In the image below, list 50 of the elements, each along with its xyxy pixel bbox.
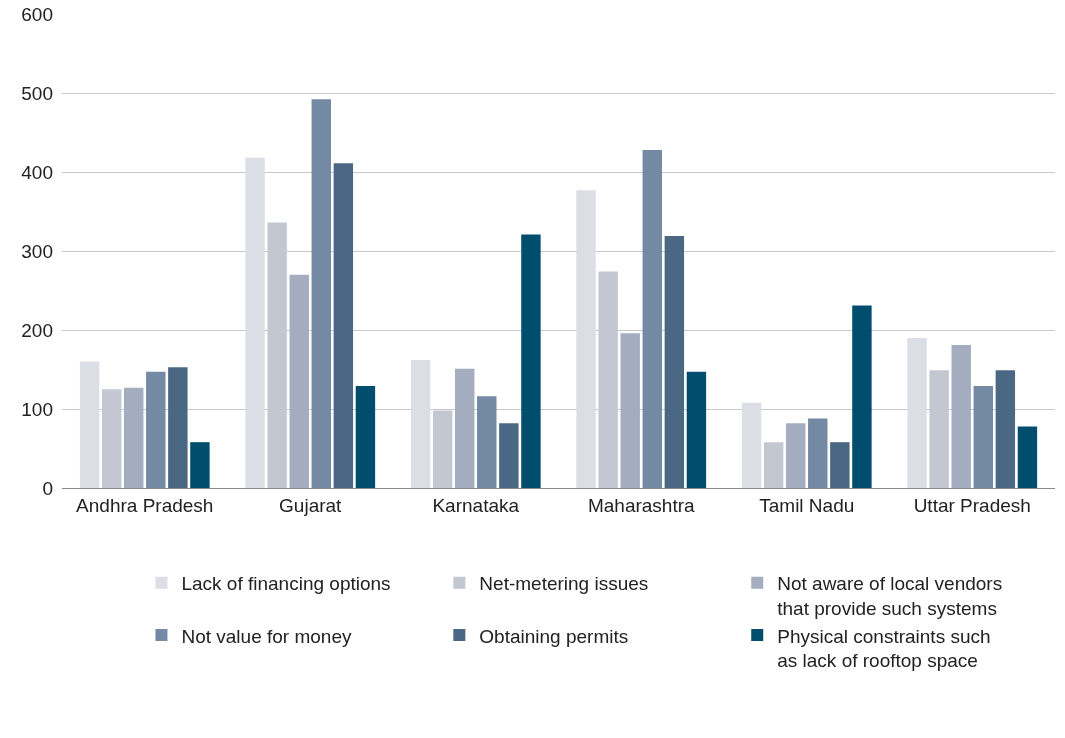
- bar: [664, 235, 685, 488]
- bar: [124, 387, 144, 488]
- bar: [333, 163, 354, 488]
- bar: [741, 402, 762, 488]
- bar: [951, 345, 971, 488]
- bar: [576, 190, 596, 488]
- bar: [499, 423, 519, 488]
- bar: [289, 274, 309, 488]
- bar: [1017, 426, 1038, 488]
- bar: [410, 360, 431, 488]
- legend-label: Physical constraints such as lack of rooftop space: [777, 625, 991, 672]
- bar: [311, 99, 331, 488]
- bar: [521, 234, 541, 488]
- bar: [168, 367, 188, 488]
- y-tick-label: 300: [21, 240, 53, 262]
- legend-label: Net-metering issues: [479, 573, 649, 595]
- bar: [477, 396, 497, 488]
- x-tick-label: Tamil Nadu: [759, 494, 855, 516]
- bar: [190, 442, 210, 488]
- bar: [146, 371, 166, 488]
- bar: [79, 361, 100, 488]
- legend-label: Not value for money: [181, 625, 352, 647]
- x-tick-label: Gujarat: [279, 494, 343, 516]
- legend-label: Not aware of local vendors that provide such systems: [777, 573, 1003, 619]
- y-tick-label: 500: [21, 82, 53, 104]
- x-tick-label: Maharashtra: [587, 494, 696, 516]
- x-tick-label: Karnataka: [432, 494, 520, 516]
- bar: [355, 386, 376, 488]
- x-tick-label: Andhra Pradesh: [76, 494, 214, 516]
- y-tick-label: 100: [21, 398, 53, 420]
- bar: [786, 423, 806, 488]
- x-tick-label: Uttar Pradesh: [913, 494, 1031, 516]
- legend-label: Lack of financing options: [181, 573, 391, 595]
- bar: [852, 305, 872, 488]
- bar: [973, 386, 993, 488]
- bar: [907, 337, 927, 488]
- bar: [830, 442, 850, 488]
- bar: [763, 442, 784, 488]
- legend-label: Obtaining permits: [479, 625, 629, 647]
- y-tick-label: 400: [21, 161, 53, 183]
- bar: [455, 368, 475, 488]
- y-tick-label: 600: [21, 3, 53, 25]
- bar: [620, 333, 640, 488]
- bar: [995, 370, 1016, 488]
- bar: [686, 371, 707, 488]
- bar: [808, 418, 828, 488]
- y-tick-label: 0: [42, 477, 53, 499]
- bar: [245, 157, 265, 488]
- y-tick-label: 200: [21, 319, 53, 341]
- bar: [642, 149, 662, 488]
